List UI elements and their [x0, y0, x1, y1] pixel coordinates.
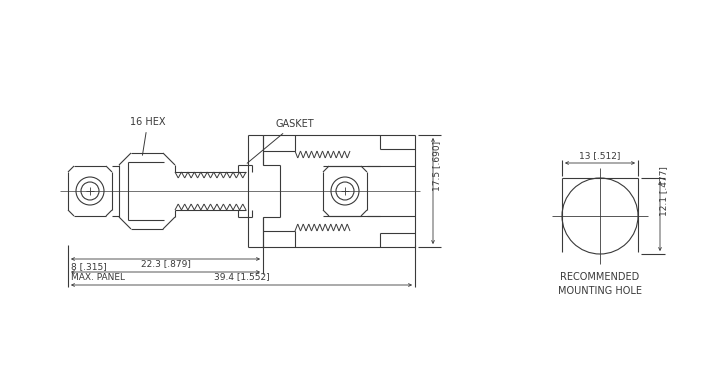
Text: 13 [.512]: 13 [.512]	[580, 151, 621, 160]
Text: GASKET: GASKET	[247, 119, 314, 163]
Text: 12.1 [.477]: 12.1 [.477]	[660, 166, 668, 216]
Text: 17.5 [.690]: 17.5 [.690]	[433, 141, 441, 191]
Text: 22.3 [.879]: 22.3 [.879]	[140, 259, 190, 268]
Text: 16 HEX: 16 HEX	[130, 117, 166, 155]
Text: 8 [.315]
MAX. PANEL: 8 [.315] MAX. PANEL	[71, 262, 125, 282]
Text: RECOMMENDED
MOUNTING HOLE: RECOMMENDED MOUNTING HOLE	[558, 272, 642, 296]
Text: 39.4 [1.552]: 39.4 [1.552]	[214, 272, 269, 281]
